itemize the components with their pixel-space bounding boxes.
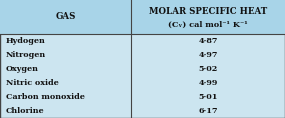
Text: MOLAR SPECIFIC HEAT: MOLAR SPECIFIC HEAT (149, 7, 267, 16)
Text: Nitric oxide: Nitric oxide (6, 79, 58, 87)
Text: Chlorine: Chlorine (6, 107, 44, 115)
Text: 4·97: 4·97 (198, 51, 218, 59)
Text: Hydogen: Hydogen (6, 37, 45, 45)
Text: 4·87: 4·87 (198, 37, 218, 45)
Text: (Cᵥ) cal mol⁻¹ K⁻¹: (Cᵥ) cal mol⁻¹ K⁻¹ (168, 21, 248, 29)
Text: 5·01: 5·01 (198, 93, 218, 101)
Text: Nitrogen: Nitrogen (6, 51, 46, 59)
Text: 5·02: 5·02 (198, 65, 218, 73)
Text: GAS: GAS (55, 12, 76, 21)
Text: 6·17: 6·17 (198, 107, 218, 115)
Text: Oxygen: Oxygen (6, 65, 38, 73)
Bar (0, 0, 285, 34)
Text: 4·99: 4·99 (198, 79, 218, 87)
Text: Carbon monoxide: Carbon monoxide (6, 93, 85, 101)
